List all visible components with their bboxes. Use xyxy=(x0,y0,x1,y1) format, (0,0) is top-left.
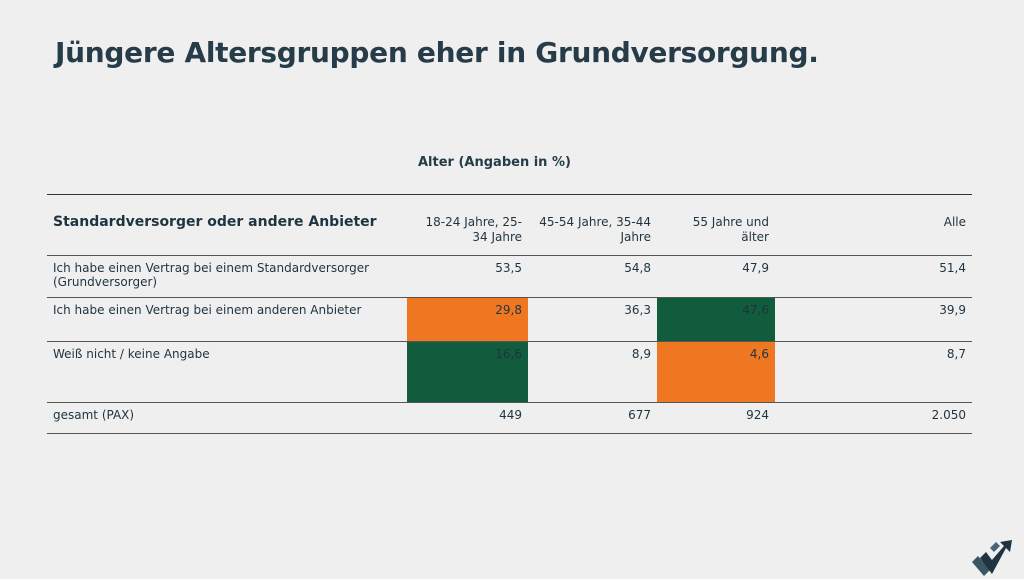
company-logo xyxy=(972,540,1012,576)
row-label: Weiß nicht / keine Angabe xyxy=(53,347,210,361)
cell-value: 8,9 xyxy=(631,347,651,361)
table-row: Ich habe einen Vertrag bei einem anderen… xyxy=(47,297,972,342)
cell-value: 47,6 xyxy=(657,297,775,342)
cell-value: 449 xyxy=(499,408,522,422)
cell-value: 677 xyxy=(628,408,651,422)
page-title: Jüngere Altersgruppen eher in Grundverso… xyxy=(55,36,819,69)
table-row: gesamt (PAX) 449 677 924 2.050 xyxy=(47,403,972,434)
header-col: 55 Jahre und älter xyxy=(692,215,769,244)
header-col: Alle xyxy=(943,215,966,229)
cell-value: 51,4 xyxy=(939,261,966,275)
cell-value: 36,3 xyxy=(624,303,651,317)
table-row: Ich habe einen Vertrag bei einem Standar… xyxy=(47,256,972,298)
cell-value: 8,7 xyxy=(946,347,966,361)
table-subtitle: Alter (Angaben in %) xyxy=(418,155,571,170)
row-label: Ich habe einen Vertrag bei einem Standar… xyxy=(53,261,370,289)
row-label: gesamt (PAX) xyxy=(53,408,135,422)
cell-value: 4,6 xyxy=(657,341,775,403)
cell-value: 53,5 xyxy=(495,261,522,275)
table-header-row: Standardversorger oder andere Anbieter 1… xyxy=(47,194,972,256)
cell-value: 2.050 xyxy=(931,408,966,422)
cell-value: 924 xyxy=(746,408,769,422)
cell-value: 39,9 xyxy=(939,303,966,317)
cell-value: 54,8 xyxy=(624,261,651,275)
row-label: Ich habe einen Vertrag bei einem anderen… xyxy=(53,303,362,317)
header-label: Standardversorger oder andere Anbieter xyxy=(53,214,377,230)
cell-value: 47,9 xyxy=(742,261,769,275)
cell-value: 29,8 xyxy=(407,297,528,342)
cell-value: 16,6 xyxy=(407,341,528,403)
header-col: 18-24 Jahre, 25-34 Jahre xyxy=(425,215,522,244)
table-row: Weiß nicht / keine Angabe 16,6 8,9 4,6 8,7 xyxy=(47,341,972,403)
header-col: 45-54 Jahre, 35-44 Jahre xyxy=(539,215,651,244)
data-table: Standardversorger oder andere Anbieter 1… xyxy=(47,194,972,434)
